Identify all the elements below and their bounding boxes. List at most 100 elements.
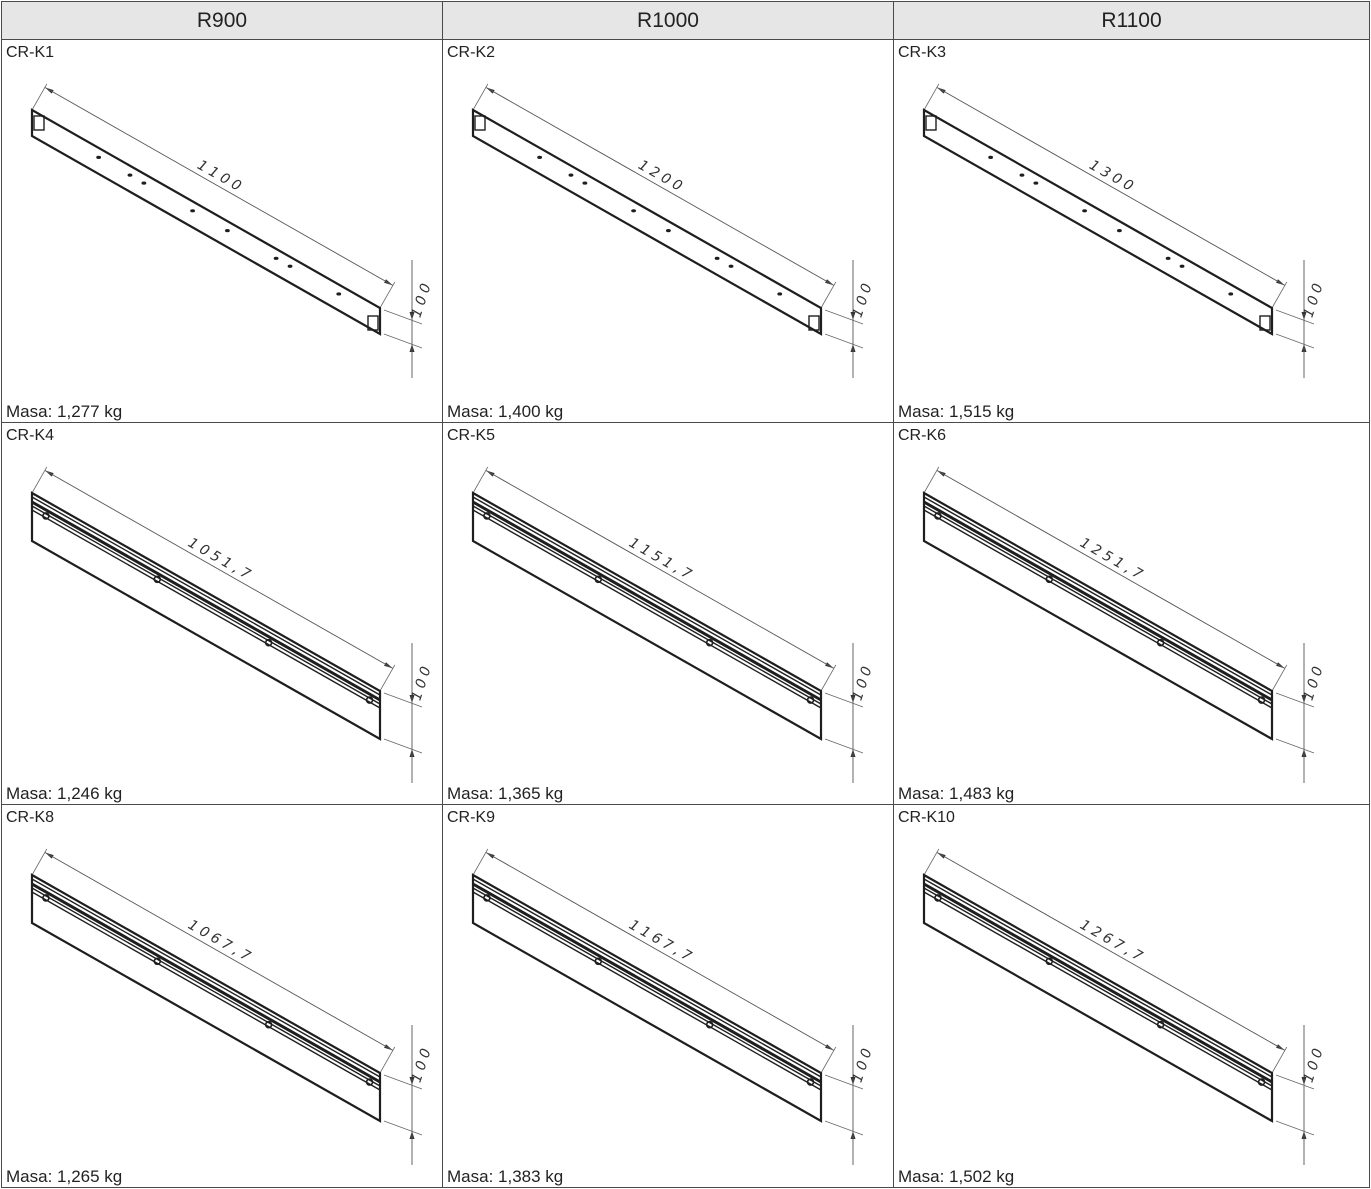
extension-line [923, 849, 940, 876]
mounting-hole [127, 173, 133, 177]
header-row: R900 R1000 R1100 [1, 1, 1370, 40]
part-code: CR-K8 [6, 809, 55, 827]
extension-line [820, 664, 837, 691]
mounting-hole [714, 256, 720, 260]
column-header-r1000: R1000 [442, 1, 894, 40]
length-dimension-line [44, 87, 394, 286]
extension-line [824, 738, 864, 754]
length-dimension-line [485, 469, 835, 669]
extension-line [379, 664, 396, 691]
part-mass: Masa: 1,277 kg [6, 401, 123, 421]
extension-line [1275, 1074, 1315, 1090]
part-outline [922, 490, 1274, 741]
mounting-hole [728, 264, 734, 268]
part-cell: 1200 100 CR-K2 Masa: 1,400 kg [442, 39, 894, 423]
rail-profile-line [472, 883, 822, 1084]
extension-line [383, 309, 423, 325]
part-drawing: 1300 100 [922, 83, 1328, 378]
mounting-hole [988, 155, 994, 159]
rail-profile-line [923, 887, 1273, 1087]
mounting-hole [287, 264, 293, 268]
length-dimension-line [936, 469, 1286, 669]
length-dimension: 1267,7 [1077, 917, 1148, 967]
extension-line [1271, 1047, 1288, 1074]
part-outline [30, 490, 382, 741]
part-outline [471, 490, 823, 741]
mounting-hole [777, 292, 783, 296]
height-dimension: 100 [850, 278, 877, 320]
extension-line [472, 466, 489, 493]
height-dimension: 100 [850, 661, 877, 703]
mounting-hole [190, 209, 196, 213]
height-dimension: 100 [409, 278, 436, 320]
part-drawing: 1251,7 100 [922, 466, 1328, 783]
extension-line [1275, 333, 1315, 349]
part-cell: 1251,7 100 CR-K6 Masa: 1,483 kg [893, 421, 1370, 806]
mounting-hole [273, 256, 279, 260]
part-drawing: 1200 100 [471, 83, 877, 378]
end-clip [474, 115, 486, 131]
length-dimension: 1051,7 [185, 535, 256, 585]
extension-line [824, 309, 864, 325]
rail-profile-line [923, 500, 1273, 701]
extension-line [383, 1074, 423, 1090]
rail-profile-line [923, 505, 1273, 705]
height-dimension: 100 [1301, 278, 1328, 320]
part-code: CR-K6 [898, 426, 947, 444]
part-code: CR-K10 [898, 809, 955, 827]
table-row: 1067,7 100 CR-K8 Masa: 1,265 kg 1167,7 1… [1, 804, 1370, 1188]
extension-line [383, 692, 423, 708]
mounting-hole [336, 292, 342, 296]
extension-line [824, 692, 864, 708]
mounting-hole [1179, 264, 1185, 268]
extension-line [383, 333, 423, 349]
rail-profile-line [472, 505, 822, 705]
rail-profile-line [923, 878, 1273, 1078]
rail-profile-line [472, 878, 822, 1078]
extension-line [379, 281, 396, 309]
extension-line [820, 1047, 837, 1074]
part-code: CR-K2 [447, 44, 496, 61]
part-drawing: 1267,7 100 [922, 849, 1328, 1166]
extension-line [1275, 738, 1315, 754]
mounting-hole [1033, 181, 1039, 185]
mounting-hole [1165, 256, 1171, 260]
extension-line [31, 849, 48, 876]
rail-profile-line [31, 883, 381, 1084]
height-dimension: 100 [409, 1043, 436, 1085]
rail-profile-line [472, 887, 822, 1087]
part-mass: Masa: 1,483 kg [898, 784, 1015, 804]
part-mass: Masa: 1,365 kg [447, 784, 564, 804]
part-cell: 1267,7 100 CR-K10 Masa: 1,502 kg [893, 804, 1370, 1188]
part-outline [30, 873, 382, 1124]
rail-profile-line [472, 891, 822, 1091]
part-code: CR-K9 [447, 809, 496, 827]
height-dimension: 100 [850, 1043, 877, 1085]
part-mass: Masa: 1,265 kg [6, 1167, 123, 1186]
extension-line [383, 1120, 423, 1136]
rail-profile-line [472, 509, 822, 709]
rail-profile-line [923, 891, 1273, 1091]
extension-line [824, 1120, 864, 1136]
extension-line [820, 281, 837, 309]
part-outline [922, 873, 1274, 1124]
length-dimension-line [936, 852, 1286, 1052]
extension-line [1275, 1120, 1315, 1136]
mounting-hole [225, 229, 230, 233]
rail-profile-line [923, 496, 1273, 696]
part-cell: 1051,7 100 CR-K4 Masa: 1,246 kg [1, 421, 443, 806]
part-cell: 1167,7 100 CR-K9 Masa: 1,383 kg [442, 804, 894, 1188]
rail-profile-line [472, 500, 822, 701]
height-dimension: 100 [409, 661, 436, 703]
extension-line [824, 333, 864, 349]
part-mass: Masa: 1,502 kg [898, 1167, 1015, 1186]
part-outline [471, 108, 823, 336]
end-clip [33, 115, 45, 131]
mounting-hole [568, 173, 574, 177]
table-row: 1100 100 CR-K1 Masa: 1,277 kg 1200 100 C… [1, 39, 1370, 423]
part-drawing: 1151,7 100 [471, 466, 877, 783]
part-drawing: 1067,7 100 [30, 849, 436, 1166]
length-dimension-line [485, 87, 835, 286]
extension-line [379, 1047, 396, 1074]
